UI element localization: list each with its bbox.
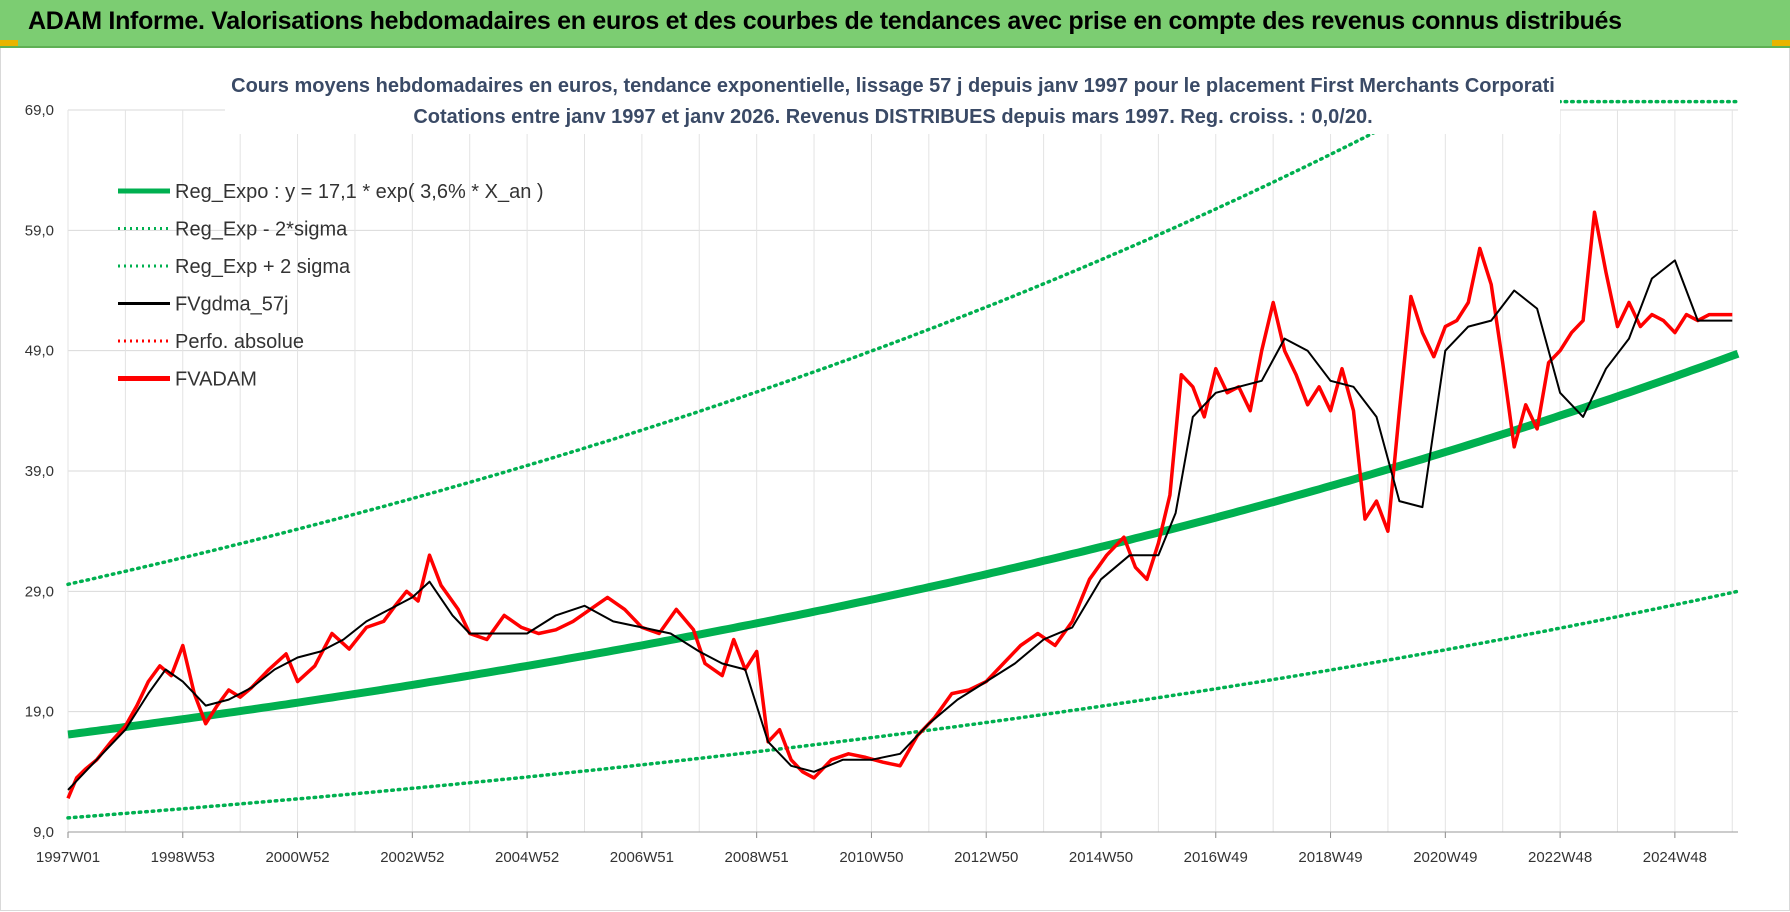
report-banner: ADAM Informe. Valorisations hebdomadaire…: [0, 0, 1790, 48]
x-tick-label: 2002W52: [380, 849, 444, 866]
x-tick-label: 2008W51: [725, 849, 789, 866]
chart-series-layer: [66, 99, 1740, 820]
chart-legend: Reg_Expo : y = 17,1 * exp( 3,6% * X_an )…: [118, 181, 544, 391]
legend-label: FVADAM: [175, 369, 257, 391]
x-tick-label: 1998W53: [151, 849, 215, 866]
y-tick-label: 29,0: [25, 583, 54, 600]
y-tick-label: 39,0: [25, 463, 54, 480]
chart-axes: 69,0 59,0 49,0 39,0 29,0 19,0 9,0 1997W01 1998W5…: [25, 102, 1738, 866]
chart-title-backdrop: [225, 66, 1560, 134]
chart-title: Cours moyens hebdomadaires en euros, ten…: [231, 75, 1555, 97]
corner-marker-left: [0, 40, 18, 46]
x-tick-label: 2020W49: [1413, 849, 1477, 866]
x-tick-label: 2022W48: [1528, 849, 1592, 866]
x-tick-label: 2018W49: [1298, 849, 1362, 866]
legend-label: Reg_Exp + 2 sigma: [175, 256, 351, 278]
x-tick-label: 1997W01: [36, 849, 100, 866]
reg-exp-minus-2sigma-line: [66, 589, 1740, 820]
y-tick-label: 49,0: [25, 343, 54, 360]
fvgdma-57j-line: [67, 259, 1733, 791]
legend-label: Perfo. absolue: [175, 331, 304, 353]
y-tick-label: 69,0: [25, 102, 54, 119]
reg-expo-line: [67, 349, 1740, 739]
fvadam-line: [66, 210, 1733, 799]
chart-subtitle: Cotations entre janv 1997 et janv 2026. …: [413, 106, 1372, 128]
x-tick-label: 2012W50: [954, 849, 1018, 866]
report-title: ADAM Informe. Valorisations hebdomadaire…: [28, 7, 1622, 35]
legend-label: FVgdma_57j: [175, 294, 288, 316]
corner-marker-right: [1772, 40, 1790, 46]
x-tick-label: 2010W50: [839, 849, 903, 866]
legend-label: Reg_Expo : y = 17,1 * exp( 3,6% * X_an ): [175, 181, 544, 203]
x-tick-label: 2006W51: [610, 849, 674, 866]
y-tick-label: 9,0: [33, 824, 54, 841]
x-tick-label: 2016W49: [1184, 849, 1248, 866]
x-tick-label: 2024W48: [1643, 849, 1707, 866]
x-tick-label: 2004W52: [495, 849, 559, 866]
x-tick-label: 2014W50: [1069, 849, 1133, 866]
legend-label: Reg_Exp - 2*sigma: [175, 219, 348, 241]
x-tick-label: 2000W52: [265, 849, 329, 866]
y-tick-label: 19,0: [25, 704, 54, 721]
y-tick-label: 59,0: [25, 222, 54, 239]
reg-exp-plus-2sigma-line: [66, 109, 1419, 587]
